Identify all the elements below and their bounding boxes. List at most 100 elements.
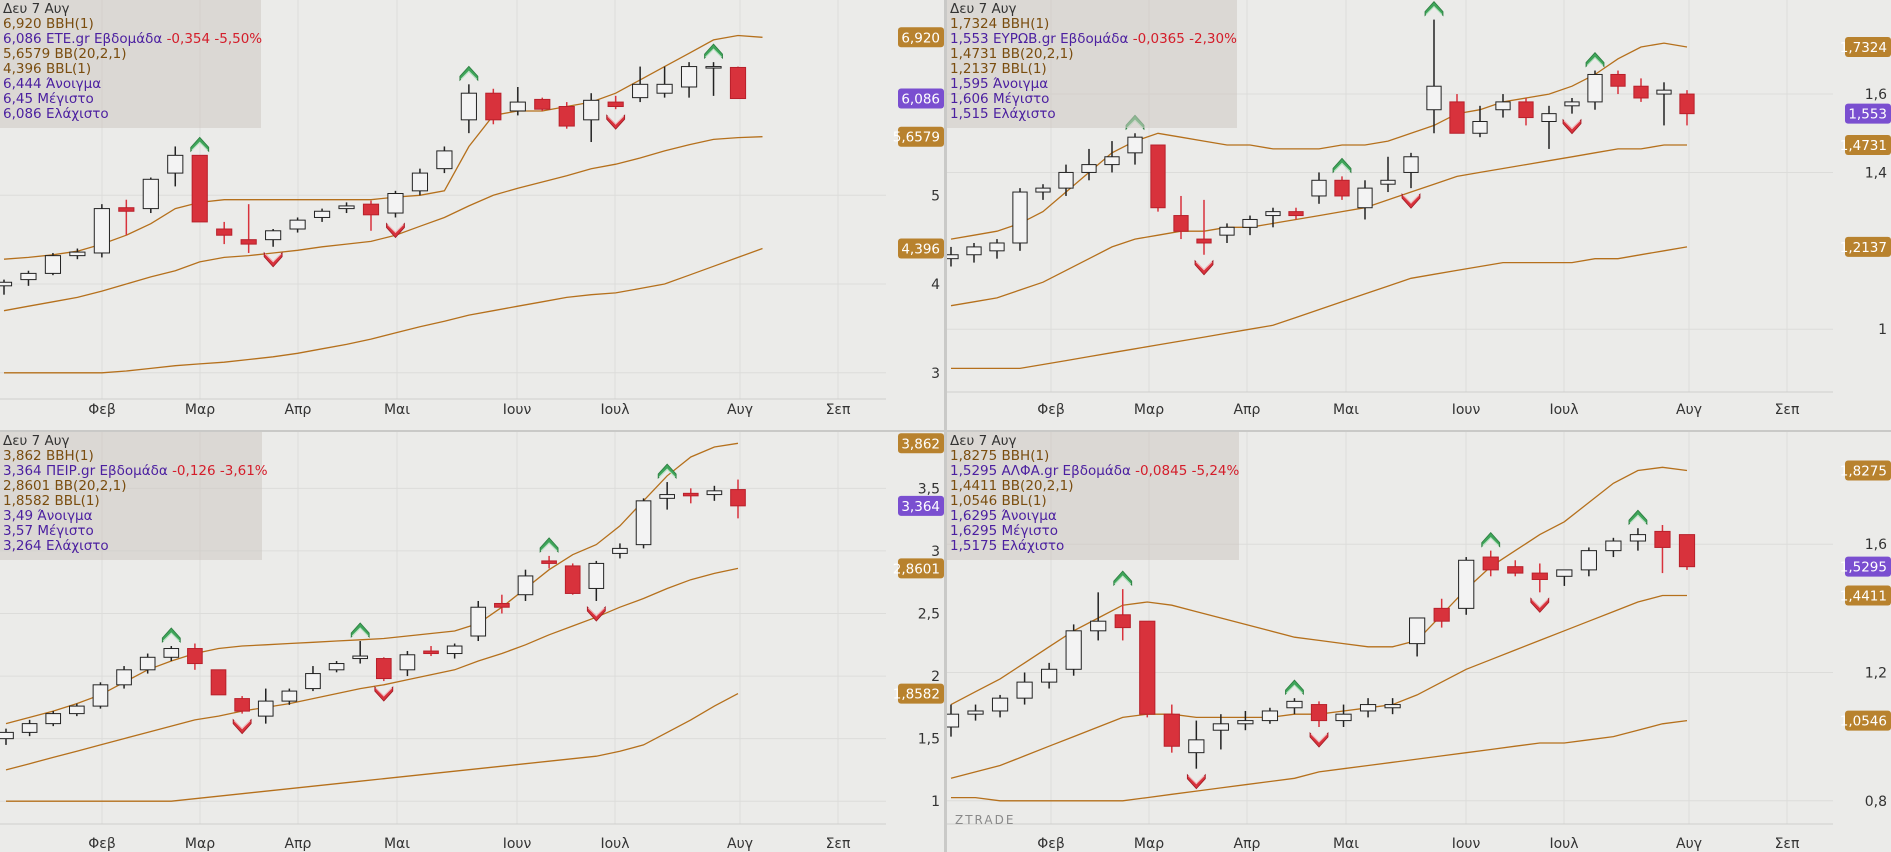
y-tick-label: 1,2 — [1865, 665, 1887, 681]
candle-body — [436, 150, 453, 170]
candle — [1531, 563, 1548, 593]
arrow-up-shape — [1585, 51, 1605, 68]
chart-panel-peir[interactable]: Φεβ Μαρ Απρ Μαι Ιουν Ιουλ Αυγ Σεπ 3,5 3 2,5 2 1,5 1 3,… — [0, 432, 944, 852]
info-high: 3,57 Μέγιστο — [3, 523, 94, 539]
candle-body — [1196, 238, 1212, 244]
bbl-price-tag-text: 4,396 — [901, 242, 940, 258]
x-tick-label: Μαρ — [185, 402, 215, 418]
candle-body — [1580, 550, 1597, 571]
arrow-up-shape — [161, 627, 181, 643]
candle — [20, 270, 37, 286]
arrow-up-shape — [190, 136, 210, 153]
y-tick-label: 5 — [931, 188, 940, 204]
candle — [705, 62, 722, 96]
candle-body — [45, 713, 62, 725]
horizontal-divider[interactable] — [0, 430, 1891, 432]
last-price-tag-text: 1,5295 — [1840, 560, 1887, 576]
candle-body — [583, 99, 600, 121]
candle — [1433, 598, 1450, 628]
candle — [399, 651, 416, 677]
candle — [1188, 720, 1205, 769]
peir-candlestick-chart[interactable]: Φεβ Μαρ Απρ Μαι Ιουν Ιουλ Αυγ Σεπ 3,5 3 2,5 2 1,5 1 3,… — [0, 432, 944, 852]
candle — [682, 488, 699, 504]
candle — [1629, 528, 1647, 551]
bbl-price-tag: 1,8582 — [893, 683, 944, 704]
arrow-up-highlight — [1629, 514, 1647, 524]
candle-body — [989, 242, 1005, 252]
candle-body — [680, 66, 698, 88]
candle — [163, 646, 180, 662]
candle-body — [44, 255, 62, 274]
candle-body — [1163, 713, 1180, 747]
candle-body — [1458, 559, 1475, 609]
candle-body — [1288, 211, 1304, 217]
arrow-down-highlight — [1531, 598, 1549, 609]
eurob-candlestick-chart[interactable]: Φεβ Μαρ Απρ Μαι Ιουν Ιουλ Αυγ Σεπ 1,6 1,4 1 1,7324 1… — [947, 0, 1891, 430]
candle-body — [139, 656, 156, 671]
last-price-tag: 1,5295 — [1840, 556, 1891, 577]
candle — [989, 239, 1005, 259]
candle-body — [69, 705, 85, 715]
candle — [1065, 624, 1082, 676]
chart-panel-eurob[interactable]: Φεβ Μαρ Απρ Μαι Ιουν Ιουλ Αυγ Σεπ 1,6 1,4 1 1,7324 1… — [947, 0, 1891, 430]
bbl-price-tag: 1,2137 — [1840, 236, 1891, 257]
candle — [966, 242, 982, 263]
info-bb: 2,8601 BB(20,2,1) — [3, 478, 127, 494]
candle-body — [92, 684, 109, 707]
candle — [485, 88, 502, 125]
chart-panel-alfa[interactable]: Φεβ Μαρ Απρ Μαι Ιουν Ιουλ Αυγ Σεπ 1,6 1,2 0,8 1,827… — [947, 432, 1891, 852]
candle-body — [1016, 681, 1033, 699]
x-tick-label: Ιουλ — [1549, 402, 1578, 418]
candle-body — [375, 658, 392, 680]
arrow-down-highlight — [387, 224, 404, 234]
arrow-up-highlight — [1425, 5, 1443, 15]
arrow-down-highlight — [264, 253, 282, 263]
candle — [1656, 82, 1672, 126]
arrow-up-highlight — [1333, 162, 1351, 172]
bbh-price-tag-bg — [1845, 460, 1891, 481]
sell-signal-arrow-icon — [1401, 193, 1421, 209]
candle-body — [265, 230, 282, 241]
info-bb: 1,4731 BB(20,2,1) — [950, 46, 1074, 62]
candle — [1114, 589, 1131, 641]
bbh-price-tag-text: 6,920 — [901, 30, 940, 46]
candle-body — [281, 690, 298, 702]
sell-signal-arrow-icon — [1530, 597, 1550, 613]
candle-body — [991, 697, 1009, 712]
info-bb: 5,6579 BB(20,2,1) — [3, 46, 127, 62]
bbl-price-tag-text: 1,0546 — [1840, 714, 1887, 730]
vertical-divider[interactable] — [944, 0, 947, 852]
bbl-price-tag-bg — [1845, 236, 1891, 257]
ete-candlestick-chart[interactable]: Φεβ Μαρ Απρ Μαι Ιουν Ιουλ Αυγ Σεπ 5 4 3 6,920 6,086 5… — [0, 0, 944, 430]
info-high: 1,6295 Μέγιστο — [950, 523, 1058, 539]
candle — [534, 97, 551, 111]
candle — [656, 66, 673, 98]
candle — [352, 641, 369, 664]
x-tick-label: Αυγ — [727, 402, 753, 418]
buy-signal-arrow-icon — [704, 43, 723, 60]
candle — [635, 498, 652, 549]
candle — [93, 204, 110, 258]
candle — [257, 688, 274, 724]
candle-body — [1219, 226, 1235, 236]
x-tick-label: Απρ — [1234, 402, 1261, 418]
bb-price-tag-text: 2,8601 — [893, 561, 940, 577]
candle — [1288, 207, 1304, 220]
candle — [139, 653, 156, 674]
x-tick-label: Μαι — [384, 402, 410, 418]
candle-body — [517, 575, 534, 596]
arrow-up-highlight — [705, 48, 722, 58]
candle-body — [1334, 179, 1350, 197]
bbh-price-tag: 1,7324 — [1840, 37, 1891, 58]
x-tick-label: Μαρ — [1134, 836, 1164, 852]
bb-lower-line — [951, 719, 1688, 802]
chart-panel-ete[interactable]: Φεβ Μαρ Απρ Μαι Ιουν Ιουλ Αυγ Σεπ 5 4 3 6,920 6,086 5… — [0, 0, 944, 430]
candle-body — [289, 219, 306, 230]
info-symbol: 1,5295 ΑΛΦΑ.gr Εβδομάδα — [950, 463, 1131, 479]
candle-body — [216, 228, 233, 236]
candle — [92, 682, 109, 709]
candle-body — [534, 98, 551, 110]
candle — [1654, 524, 1671, 574]
candle-body — [564, 565, 581, 594]
bb-price-tag: 2,8601 — [893, 558, 944, 579]
